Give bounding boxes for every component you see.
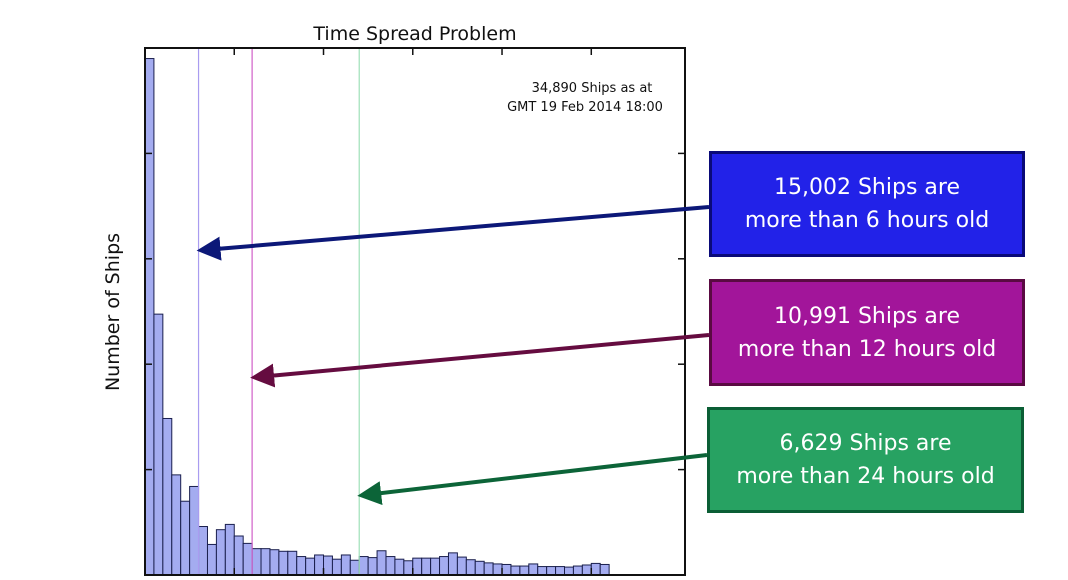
annotation-line1: 34,890 Ships as at [532, 81, 653, 96]
histogram-bar [269, 549, 280, 576]
histogram-bar [206, 543, 217, 576]
callout-12-hours: 10,991 Ships are more than 12 hours old [709, 279, 1025, 386]
histogram-bar [581, 564, 592, 576]
histogram-bar [189, 485, 200, 576]
histogram-bar [358, 556, 369, 576]
histogram-bar [492, 563, 503, 576]
histogram-bar [251, 548, 262, 576]
histogram-bar [528, 563, 539, 576]
histogram-bar [162, 417, 173, 576]
histogram-bar [519, 565, 530, 576]
histogram-bar [456, 556, 467, 576]
callout-12-hours-line1: 10,991 Ships are [774, 303, 960, 329]
histogram-bar [421, 557, 432, 576]
histogram-bar [323, 555, 333, 576]
histogram-bar [555, 566, 566, 576]
histogram-bar [501, 563, 512, 576]
histogram-bar [599, 563, 610, 576]
arrow-6h [196, 205, 710, 261]
histogram-bar [278, 550, 289, 576]
histogram-bar [233, 535, 244, 576]
histogram-bar [465, 559, 476, 576]
annotation-line2: GMT 19 Feb 2014 18:00 [507, 100, 663, 115]
histogram-bar [305, 557, 316, 576]
callout-24-hours-line1: 6,629 Ships are [779, 431, 952, 456]
arrow-12h [250, 333, 710, 388]
ticks-group [145, 48, 685, 575]
arrow-24h [357, 453, 708, 506]
histogram-bar [180, 500, 191, 576]
chart-title: Time Spread Problem [312, 23, 516, 45]
histogram-bar [314, 554, 325, 576]
histogram-bar [340, 554, 351, 576]
histogram-bar [171, 474, 182, 576]
histogram-bar [483, 562, 494, 576]
histogram-bar [439, 556, 449, 576]
callout-24-hours: 6,629 Ships are more than 24 hours old [707, 407, 1024, 513]
histogram-bar [198, 526, 208, 576]
histogram-bar [564, 566, 574, 576]
histogram-bar [331, 558, 342, 576]
histogram-bar [367, 557, 378, 576]
callout-6-hours-line1: 15,002 Ships are [774, 175, 960, 200]
histogram-bar [403, 560, 414, 576]
y-axis-label: Number of Ships [102, 233, 124, 391]
histogram-bar [215, 529, 226, 576]
arrows-group [196, 205, 710, 506]
histogram-bar [447, 552, 458, 576]
histogram-bar [510, 565, 521, 576]
histogram-bar [296, 556, 307, 576]
callout-6-hours: 15,002 Ships are more than 6 hours old [709, 151, 1025, 257]
histogram-bar [224, 523, 235, 576]
callout-6-hours-line2: more than 6 hours old [744, 208, 990, 233]
histogram-bar [394, 558, 405, 576]
histogram-bar [537, 566, 548, 576]
histogram-bar [376, 550, 387, 576]
histogram-bar [242, 542, 253, 576]
histogram-bar [287, 550, 298, 576]
histogram-bar [260, 548, 271, 576]
bars-group [144, 58, 610, 576]
histogram-bar [430, 557, 441, 576]
histogram-bar [349, 559, 360, 576]
callout-12-hours-line2: more than 12 hours old [737, 336, 997, 362]
histogram-bar [144, 58, 155, 576]
histogram-bar [153, 313, 164, 576]
histogram-bar [474, 560, 485, 576]
histogram-bar [572, 565, 583, 576]
histogram-bar [546, 566, 557, 576]
histogram-bar [590, 562, 601, 576]
histogram-bar [385, 556, 396, 576]
histogram-bar [412, 557, 423, 576]
callout-24-hours-line2: more than 24 hours old [736, 464, 995, 489]
plot-frame [144, 47, 686, 576]
marker-lines-group [197, 48, 360, 575]
